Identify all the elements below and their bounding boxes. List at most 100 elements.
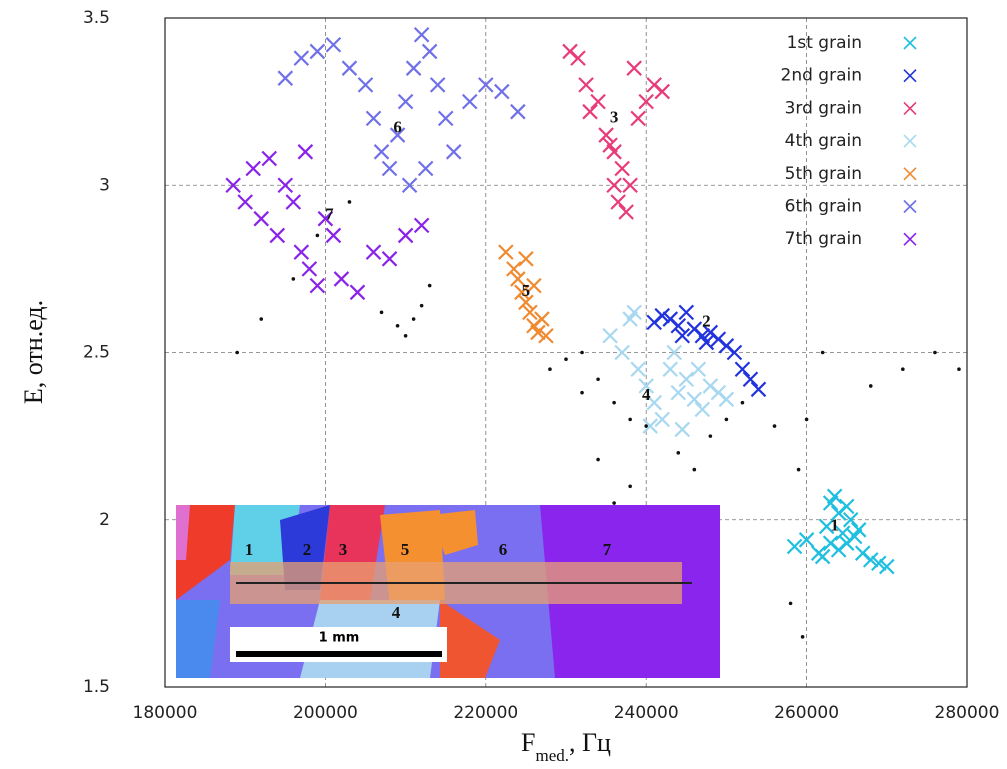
point xyxy=(447,145,461,159)
point xyxy=(852,523,866,537)
inset-image: 1 mm 1 2 3 5 6 7 4 xyxy=(176,505,720,678)
point xyxy=(655,85,669,99)
annotation: 1 xyxy=(830,515,839,534)
point xyxy=(687,392,701,406)
legend-label: 4th grain xyxy=(785,131,862,151)
point xyxy=(869,384,873,388)
series xyxy=(278,28,525,193)
point xyxy=(821,351,825,355)
point xyxy=(399,228,413,242)
point xyxy=(419,162,433,176)
point xyxy=(404,334,408,338)
x-label-unit: , Гц xyxy=(569,728,611,757)
inset-label: 2 xyxy=(303,540,312,559)
point xyxy=(334,272,348,286)
point xyxy=(789,602,793,606)
legend-label: 1st grain xyxy=(787,33,862,53)
point xyxy=(627,61,641,75)
point xyxy=(603,329,617,343)
inset-label: 4 xyxy=(392,603,401,622)
point xyxy=(235,351,239,355)
y-tick-label: 3.5 xyxy=(83,8,110,28)
legend-marker xyxy=(904,70,916,82)
inset-label: 3 xyxy=(339,540,348,559)
point xyxy=(383,162,397,176)
point xyxy=(310,44,324,58)
point xyxy=(693,468,697,472)
point xyxy=(564,357,568,361)
point xyxy=(611,195,625,209)
legend-label: 5th grain xyxy=(785,164,862,184)
point xyxy=(302,262,316,276)
point xyxy=(901,367,905,371)
point xyxy=(612,501,616,505)
point xyxy=(797,468,801,472)
point xyxy=(805,418,809,422)
point xyxy=(679,305,693,319)
series xyxy=(563,44,669,219)
x-axis-label: Fmed., Гц xyxy=(521,728,611,765)
legend-label: 3rd grain xyxy=(785,98,862,118)
point xyxy=(428,284,432,288)
point xyxy=(832,543,846,557)
point xyxy=(596,458,600,462)
point xyxy=(571,51,585,65)
point xyxy=(286,195,300,209)
point xyxy=(259,317,263,321)
annotation: 6 xyxy=(393,117,402,136)
point xyxy=(294,51,308,65)
legend-label: 2nd grain xyxy=(781,66,862,86)
point xyxy=(511,105,525,119)
point xyxy=(663,362,677,376)
point xyxy=(631,111,645,125)
point xyxy=(463,95,477,109)
legend-marker xyxy=(904,135,916,147)
scale-bar xyxy=(236,651,442,657)
point xyxy=(709,434,713,438)
x-tick-label: 280000 xyxy=(935,703,1000,723)
point xyxy=(615,162,629,176)
legend-marker xyxy=(904,37,916,49)
point xyxy=(316,234,320,238)
point xyxy=(380,311,384,315)
point xyxy=(840,499,854,513)
point xyxy=(495,85,509,99)
point xyxy=(519,252,533,266)
point xyxy=(591,95,605,109)
point xyxy=(773,424,777,428)
point xyxy=(238,195,252,209)
point xyxy=(278,71,292,85)
point xyxy=(262,151,276,165)
point xyxy=(619,205,633,219)
y-tick-label: 2.5 xyxy=(83,343,110,363)
inset-label: 1 xyxy=(245,540,254,559)
point xyxy=(342,61,356,75)
inset-label: 5 xyxy=(401,540,410,559)
point xyxy=(348,200,352,204)
point xyxy=(396,324,400,328)
point xyxy=(933,351,937,355)
annotation: 7 xyxy=(325,204,334,223)
point xyxy=(676,451,680,455)
point xyxy=(741,401,745,405)
point xyxy=(816,550,830,564)
point xyxy=(627,305,641,319)
point xyxy=(725,418,729,422)
point xyxy=(420,304,424,308)
point xyxy=(367,245,381,259)
point xyxy=(735,362,749,376)
x-tick-label: 200000 xyxy=(293,703,358,723)
point xyxy=(499,245,513,259)
point xyxy=(310,279,324,293)
x-tick-label: 260000 xyxy=(774,703,839,723)
point xyxy=(326,228,340,242)
y-tick-label: 2 xyxy=(99,510,110,530)
point xyxy=(359,78,373,92)
point xyxy=(957,367,961,371)
point xyxy=(691,362,705,376)
annotation: 4 xyxy=(642,385,651,404)
point xyxy=(612,401,616,405)
point xyxy=(751,382,765,396)
legend-marker xyxy=(904,168,916,180)
point xyxy=(719,392,733,406)
